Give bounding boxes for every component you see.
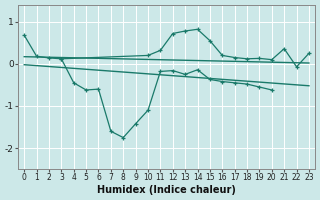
X-axis label: Humidex (Indice chaleur): Humidex (Indice chaleur) <box>97 185 236 195</box>
